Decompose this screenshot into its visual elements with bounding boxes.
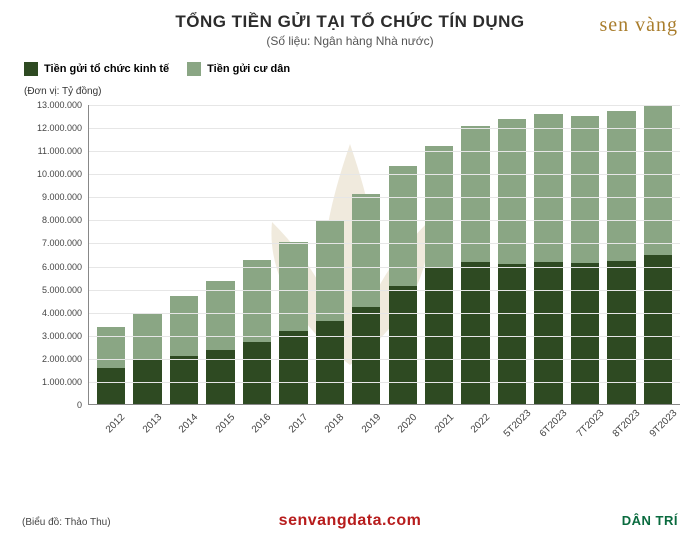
chart-container: TỔNG TIỀN GỬI TẠI TỔ CHỨC TÍN DỤNG (Số l… bbox=[0, 0, 700, 540]
bar-segment bbox=[389, 166, 417, 286]
gridline bbox=[89, 313, 680, 314]
gridline bbox=[89, 128, 680, 129]
y-tick-label: 6.000.000 bbox=[42, 262, 82, 272]
bar-segment bbox=[170, 356, 198, 404]
chart-title: TỔNG TIỀN GỬI TẠI TỔ CHỨC TÍN DỤNG bbox=[18, 12, 682, 32]
stacked-bar bbox=[461, 126, 489, 404]
bar-segment bbox=[316, 321, 344, 404]
stacked-bar bbox=[389, 166, 417, 404]
bar-segment bbox=[243, 342, 271, 404]
footer-credit: (Biểu đồ: Thảo Thu) bbox=[22, 517, 111, 528]
bar-segment bbox=[97, 327, 125, 369]
center-brand: senvangdata.com bbox=[279, 512, 422, 530]
y-tick-label: 4.000.000 bbox=[42, 308, 82, 318]
x-tick-label: 9T2023 bbox=[646, 407, 700, 467]
top-right-logo: sen vàng bbox=[599, 14, 678, 37]
y-tick-label: 0 bbox=[77, 400, 82, 410]
bar-segment bbox=[352, 307, 380, 404]
bar-segment bbox=[206, 281, 234, 350]
gridline bbox=[89, 105, 680, 106]
gridline bbox=[89, 382, 680, 383]
bar-segment bbox=[607, 111, 635, 261]
bar-segment bbox=[571, 116, 599, 264]
bar-segment bbox=[279, 331, 307, 404]
stacked-bar bbox=[352, 194, 380, 404]
y-tick-label: 11.000.000 bbox=[38, 146, 82, 156]
stacked-bar bbox=[498, 119, 526, 404]
gridline bbox=[89, 267, 680, 268]
bar-segment bbox=[498, 264, 526, 404]
unit-label: (Đơn vị: Tỷ đồng) bbox=[24, 86, 682, 97]
y-tick-label: 1.000.000 bbox=[42, 377, 82, 387]
gridline bbox=[89, 197, 680, 198]
y-tick-label: 3.000.000 bbox=[42, 331, 82, 341]
stacked-bar bbox=[607, 111, 635, 404]
stacked-bar bbox=[97, 327, 125, 404]
chart-subtitle: (Số liệu: Ngân hàng Nhà nước) bbox=[18, 34, 682, 48]
bar-segment bbox=[279, 242, 307, 331]
y-axis-labels: 01.000.0002.000.0003.000.0004.000.0005.0… bbox=[24, 105, 84, 405]
legend-label: Tiền gửi tổ chức kinh tế bbox=[44, 63, 169, 75]
x-axis-labels: 2012201320142015201620172018201920202021… bbox=[88, 407, 680, 455]
y-tick-label: 12.000.000 bbox=[37, 123, 82, 133]
y-tick-label: 10.000.000 bbox=[37, 169, 82, 179]
y-tick-label: 9.000.000 bbox=[42, 192, 82, 202]
y-tick-label: 7.000.000 bbox=[42, 238, 82, 248]
gridline bbox=[89, 359, 680, 360]
gridline bbox=[89, 174, 680, 175]
bar-segment bbox=[534, 114, 562, 262]
bar-segment bbox=[97, 368, 125, 404]
gridline bbox=[89, 290, 680, 291]
bottom-right-brand: DÂN TRÍ bbox=[622, 513, 678, 528]
stacked-bar bbox=[571, 116, 599, 404]
gridline bbox=[89, 336, 680, 337]
gridline bbox=[89, 220, 680, 221]
stacked-bar bbox=[534, 114, 562, 404]
bar-segment bbox=[389, 286, 417, 404]
chart-area: 0 1.000.000 2.000.000 3.000.000 4.000.000 5.0… bbox=[24, 105, 684, 455]
bar-segment bbox=[243, 260, 271, 342]
stacked-bar bbox=[425, 146, 453, 404]
legend-item: Tiền gửi tổ chức kinh tế bbox=[24, 62, 169, 76]
bar-segment bbox=[316, 221, 344, 321]
y-tick-label: 2.000.000 bbox=[42, 354, 82, 364]
legend-swatch-icon bbox=[24, 62, 38, 76]
bar-segment bbox=[461, 126, 489, 262]
legend-label: Tiền gửi cư dân bbox=[207, 63, 290, 75]
bar-segment bbox=[170, 296, 198, 356]
plot-area bbox=[88, 105, 680, 405]
legend-swatch-icon bbox=[187, 62, 201, 76]
y-tick-label: 13.000.000 bbox=[37, 100, 82, 110]
gridline bbox=[89, 243, 680, 244]
bar-segment bbox=[425, 146, 453, 268]
legend-item: Tiền gửi cư dân bbox=[187, 62, 290, 76]
gridline bbox=[89, 151, 680, 152]
legend: Tiền gửi tổ chức kinh tế Tiền gửi cư dân bbox=[24, 62, 682, 76]
stacked-bar bbox=[206, 281, 234, 404]
y-tick-label: 5.000.000 bbox=[42, 285, 82, 295]
y-tick-label: 8.000.000 bbox=[42, 215, 82, 225]
